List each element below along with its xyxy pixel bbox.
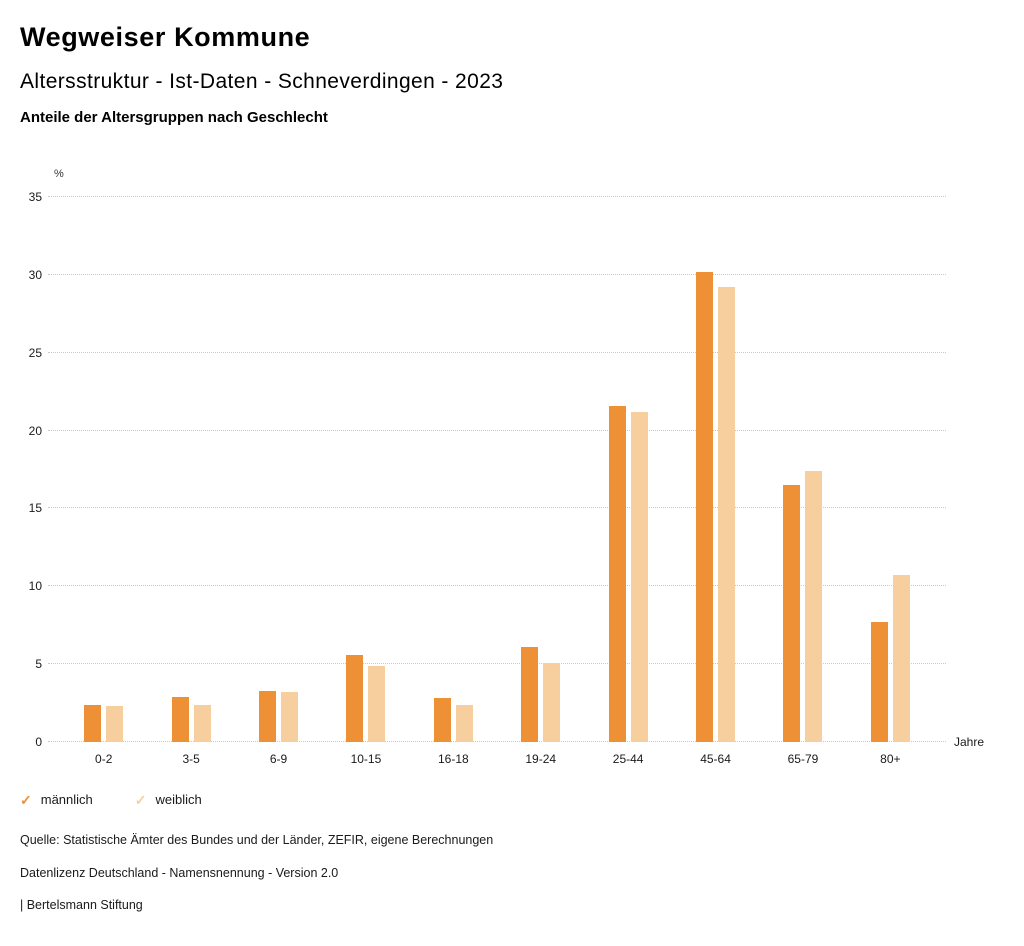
bar-maennlich[interactable] <box>608 405 626 742</box>
legend-item-maennlich[interactable]: ✓ männlich <box>20 792 93 807</box>
gridline <box>48 585 946 587</box>
bar-maennlich[interactable] <box>346 654 364 742</box>
y-axis-unit-label: % <box>54 168 64 180</box>
legend: ✓ männlich ✓ weiblich <box>20 792 1004 807</box>
y-tick-label: 0 <box>35 735 42 749</box>
bar-weiblich[interactable] <box>630 411 648 742</box>
bar-group <box>410 197 497 742</box>
bar-maennlich[interactable] <box>521 647 539 742</box>
x-tick-label: 25-44 <box>612 752 644 766</box>
bar-weiblich[interactable] <box>805 471 823 742</box>
chart-heading: Anteile der Altersgruppen nach Geschlech… <box>20 109 328 126</box>
y-tick-label: 30 <box>28 267 42 282</box>
y-tick-label: 20 <box>28 423 42 438</box>
bar-group <box>672 197 759 742</box>
bar-maennlich[interactable] <box>696 271 714 742</box>
x-tick-label: 65-79 <box>787 752 819 766</box>
checkmark-icon: ✓ <box>134 791 147 808</box>
bar-group <box>847 197 934 742</box>
gridline <box>48 507 946 509</box>
gridline <box>48 351 946 353</box>
page: Wegweiser Kommune Altersstruktur - Ist-D… <box>20 22 1004 912</box>
gridline <box>48 663 946 665</box>
bar-maennlich[interactable] <box>783 485 801 742</box>
gridline <box>48 429 946 431</box>
bar-maennlich[interactable] <box>84 704 102 742</box>
footer: Quelle: Statistische Ämter des Bundes un… <box>20 833 1004 912</box>
footer-source: Quelle: Statistische Ämter des Bundes un… <box>20 833 494 847</box>
bar-weiblich[interactable] <box>455 704 473 742</box>
x-axis-unit-label: Jahre <box>954 735 985 749</box>
x-tick-label: 6-9 <box>269 752 288 766</box>
y-tick-label: 10 <box>28 579 42 594</box>
bar-group <box>147 197 234 742</box>
legend-label: männlich <box>40 792 93 807</box>
x-tick-label: 80+ <box>880 752 901 766</box>
bar-maennlich[interactable] <box>433 698 451 742</box>
x-tick-label: 19-24 <box>525 752 557 766</box>
x-tick-label: 0-2 <box>95 752 113 766</box>
x-axis-labels: 0-2 3-5 6-9 10-15 16-18 19-24 25-44 45-64 65-79 8… <box>48 752 946 766</box>
gridline <box>48 273 946 275</box>
plot-area: 0 5 10 15 20 25 30 35 Jahre <box>29 190 984 749</box>
footer-license: Datenlizenz Deutschland - Namensnennung … <box>20 865 339 880</box>
bar-group <box>60 197 147 742</box>
chart: % 0 5 10 15 20 25 30 35 Jahre 0-2 3-5 6-9 10-15 16-… <box>29 168 984 766</box>
bar-group <box>759 197 846 742</box>
y-tick-label: 25 <box>28 345 42 360</box>
x-tick-label: 16-18 <box>437 752 469 766</box>
bar-weiblich[interactable] <box>368 665 386 742</box>
chart-subtitle: Altersstruktur - Ist-Daten - Schneverdin… <box>20 70 504 93</box>
bar-maennlich[interactable] <box>171 696 189 742</box>
bar-weiblich[interactable] <box>718 287 736 742</box>
x-tick-label: 10-15 <box>350 752 382 766</box>
legend-label: weiblich <box>155 792 202 807</box>
legend-item-weiblich[interactable]: ✓ weiblich <box>135 792 202 807</box>
bar-group <box>235 197 322 742</box>
bar-weiblich[interactable] <box>543 662 561 742</box>
bar-groups <box>48 197 946 742</box>
bar-maennlich[interactable] <box>259 690 277 742</box>
gridline <box>48 741 946 742</box>
bar-group <box>322 197 409 742</box>
bar-weiblich[interactable] <box>106 706 124 742</box>
x-tick-label: 3-5 <box>182 752 200 766</box>
gridline <box>48 196 946 197</box>
checkmark-icon: ✓ <box>20 791 32 808</box>
bar-maennlich[interactable] <box>870 622 888 742</box>
footer-attribution: | Bertelsmann Stiftung <box>20 898 143 912</box>
bar-weiblich[interactable] <box>193 704 211 742</box>
page-title: Wegweiser Kommune <box>20 22 311 52</box>
y-tick-label: 5 <box>35 657 42 672</box>
bar-group <box>497 197 584 742</box>
bar-weiblich[interactable] <box>281 692 299 742</box>
x-tick-label: 45-64 <box>700 752 731 766</box>
y-tick-label: 35 <box>28 190 42 204</box>
bar-group <box>584 197 671 742</box>
y-tick-label: 15 <box>28 501 42 516</box>
bar-weiblich[interactable] <box>892 575 910 742</box>
